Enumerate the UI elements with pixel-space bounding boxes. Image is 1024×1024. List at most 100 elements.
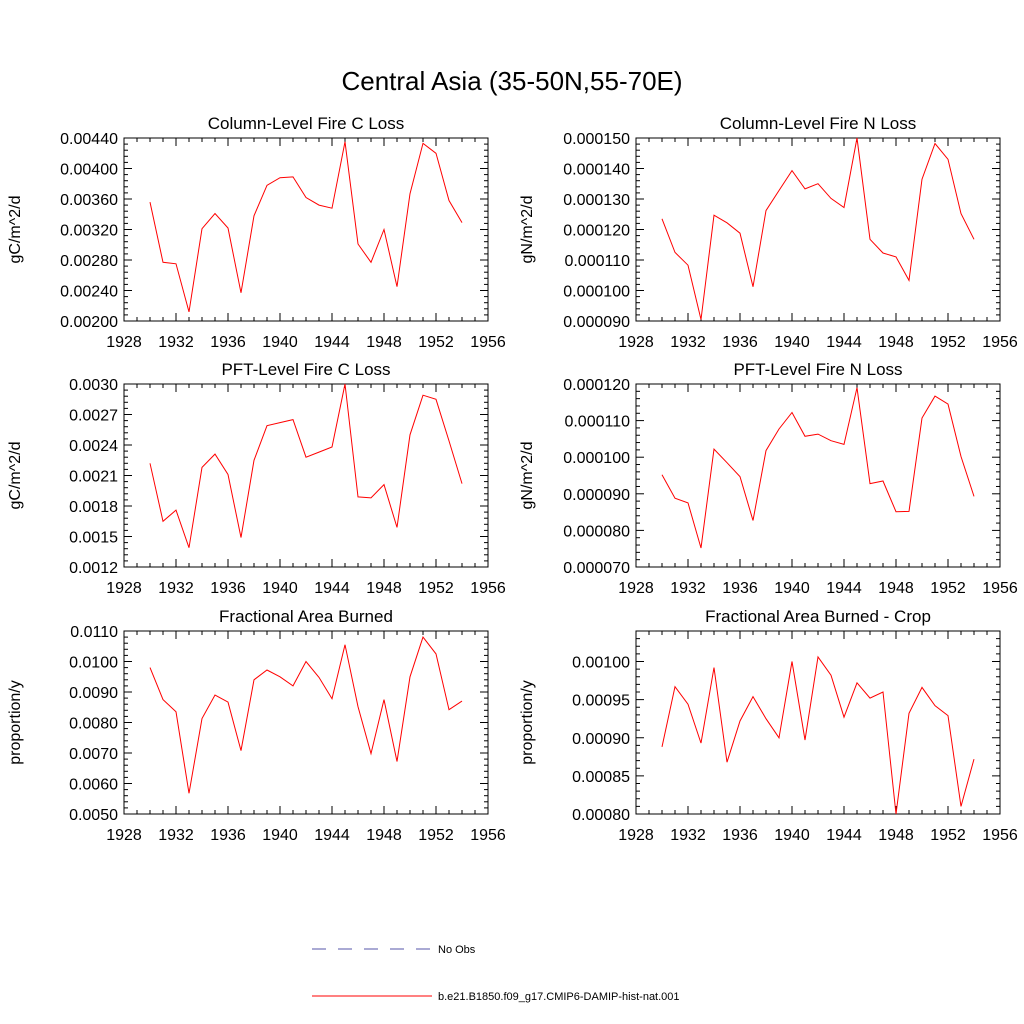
- y-tick-label: 0.0080: [69, 716, 118, 733]
- y-axis-label: proportion/y: [519, 680, 536, 765]
- x-tick-label: 1928: [106, 580, 142, 597]
- y-tick-label: 0.000130: [563, 192, 630, 209]
- x-tick-label: 1936: [210, 580, 246, 597]
- panel-title: Fractional Area Burned - Crop: [705, 607, 931, 626]
- plot-frame: [635, 137, 1001, 322]
- y-tick-label: 0.00240: [60, 284, 118, 301]
- x-tick-label: 1956: [982, 334, 1018, 351]
- panel-4: 1928 1932 1936 1940 1944 1948 1952 1956 0.000070…: [519, 360, 1018, 597]
- y-tick-label: 0.000090: [563, 314, 630, 331]
- y-tick-label: 0.000150: [563, 131, 630, 148]
- y-tick-label: 0.0024: [69, 438, 118, 455]
- y-tick-label: 0.00095: [572, 693, 630, 710]
- y-axis-label: proportion/y: [7, 680, 24, 765]
- plot-frame: [123, 137, 489, 322]
- y-tick-label: 0.000070: [563, 560, 630, 577]
- x-tick-label: 1936: [722, 334, 758, 351]
- x-tick-label: 1952: [418, 580, 454, 597]
- y-tick-label: 0.000100: [563, 284, 630, 301]
- y-tick-label: 0.00280: [60, 253, 118, 270]
- x-tick-label: 1956: [470, 580, 506, 597]
- x-tick-label: 1952: [930, 580, 966, 597]
- y-tick-label: 0.00200: [60, 314, 118, 331]
- x-tick-label: 1952: [418, 827, 454, 844]
- y-tick-label: 0.000090: [563, 487, 630, 504]
- panels: 1928 1932 1936 1940 1944 1948 1952 1956 0.00200 0…: [7, 114, 1018, 844]
- figure-title: Central Asia (35-50N,55-70E): [341, 66, 682, 96]
- series-line: [661, 137, 975, 320]
- x-tick-label: 1932: [670, 580, 706, 597]
- y-tick-label: 0.000120: [563, 377, 630, 394]
- panel-title: PFT-Level Fire N Loss: [733, 360, 902, 379]
- x-tick-label: 1940: [774, 334, 810, 351]
- y-tick-label: 0.00400: [60, 162, 118, 179]
- y-tick-label: 0.0015: [69, 530, 118, 547]
- panel-2: 1928 1932 1936 1940 1944 1948 1952 1956 0.000090…: [519, 114, 1018, 351]
- series-line: [661, 387, 975, 549]
- x-tick-label: 1948: [366, 827, 402, 844]
- x-tick-label: 1936: [722, 827, 758, 844]
- y-tick-label: 0.000110: [564, 414, 630, 431]
- y-tick-label: 0.0060: [69, 777, 118, 794]
- panel-title: PFT-Level Fire C Loss: [221, 360, 390, 379]
- y-tick-label: 0.0110: [70, 624, 118, 641]
- x-tick-label: 1940: [262, 827, 298, 844]
- y-axis-label: gN/m^2/d: [519, 196, 536, 264]
- y-tick-label: 0.000100: [563, 450, 630, 467]
- x-tick-label: 1948: [878, 580, 914, 597]
- x-tick-label: 1928: [106, 827, 142, 844]
- y-axis-label: gN/m^2/d: [519, 442, 536, 510]
- y-tick-label: 0.00360: [60, 192, 118, 209]
- panel-1: 1928 1932 1936 1940 1944 1948 1952 1956 0.00200 0…: [7, 114, 506, 351]
- y-tick-label: 0.0027: [69, 408, 118, 425]
- x-tick-label: 1956: [982, 827, 1018, 844]
- x-tick-label: 1932: [158, 827, 194, 844]
- panel-title: Column-Level Fire C Loss: [208, 114, 405, 133]
- y-tick-label: 0.0090: [69, 685, 118, 702]
- legend-label-model: b.e21.B1850.f09_g17.CMIP6-DAMIP-hist-nat…: [438, 991, 680, 1003]
- x-tick-label: 1952: [930, 827, 966, 844]
- panel-title: Fractional Area Burned: [219, 607, 393, 626]
- x-tick-label: 1940: [774, 827, 810, 844]
- y-tick-label: 0.0070: [69, 746, 118, 763]
- legend: No Obs b.e21.B1850.f09_g17.CMIP6-DAMIP-h…: [312, 944, 680, 1003]
- x-tick-label: 1928: [618, 827, 654, 844]
- y-tick-label: 0.0021: [69, 469, 118, 486]
- y-tick-label: 0.000080: [563, 523, 630, 540]
- x-tick-label: 1948: [878, 827, 914, 844]
- x-tick-label: 1948: [366, 334, 402, 351]
- x-tick-label: 1956: [982, 580, 1018, 597]
- y-tick-label: 0.00085: [572, 769, 630, 786]
- y-axis-label: gC/m^2/d: [7, 196, 24, 264]
- y-tick-label: 0.000120: [563, 223, 630, 240]
- series-line: [149, 383, 463, 548]
- y-tick-label: 0.0012: [69, 560, 118, 577]
- panel-6: 1928 1932 1936 1940 1944 1948 1952 1956 0.00080 0…: [519, 607, 1018, 844]
- panel-3: 1928 1932 1936 1940 1944 1948 1952 1956 0.0012 0.…: [7, 360, 506, 597]
- y-axis-label: gC/m^2/d: [7, 442, 24, 510]
- y-tick-label: 0.00100: [572, 655, 630, 672]
- series-line: [149, 141, 463, 313]
- x-tick-label: 1940: [774, 580, 810, 597]
- y-tick-label: 0.00440: [60, 131, 118, 148]
- x-tick-label: 1948: [878, 334, 914, 351]
- y-tick-label: 0.0050: [69, 807, 118, 824]
- x-tick-label: 1944: [314, 334, 350, 351]
- y-tick-label: 0.00080: [572, 807, 630, 824]
- x-tick-label: 1936: [210, 334, 246, 351]
- y-tick-label: 0.0018: [69, 499, 118, 516]
- y-tick-label: 0.000110: [564, 253, 630, 270]
- plot-frame: [123, 383, 489, 568]
- x-tick-label: 1948: [366, 580, 402, 597]
- legend-label-no-obs: No Obs: [438, 944, 476, 956]
- x-tick-label: 1932: [158, 334, 194, 351]
- x-tick-label: 1952: [930, 334, 966, 351]
- x-tick-label: 1932: [670, 334, 706, 351]
- x-tick-label: 1956: [470, 334, 506, 351]
- plot-frame: [635, 383, 1001, 568]
- y-tick-label: 0.0100: [69, 655, 118, 672]
- x-tick-label: 1936: [210, 827, 246, 844]
- panel-title: Column-Level Fire N Loss: [720, 114, 917, 133]
- y-tick-label: 0.000140: [563, 162, 630, 179]
